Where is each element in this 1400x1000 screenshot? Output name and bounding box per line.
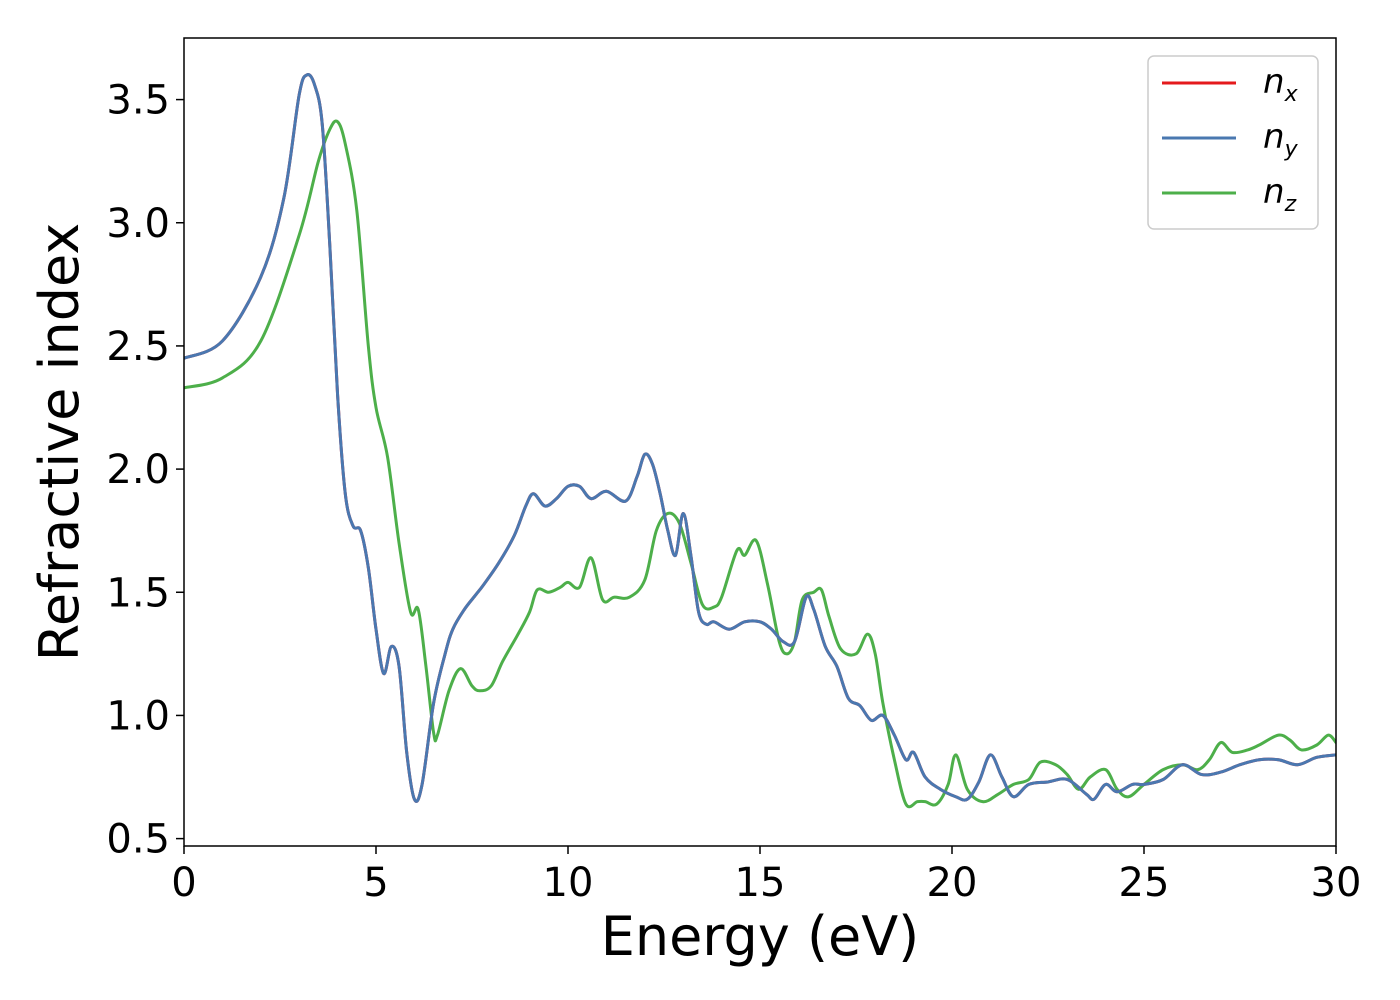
- legend-frame: [1147, 55, 1319, 230]
- legend-label-subscript: y: [1284, 137, 1299, 162]
- legend-label-nz: nz: [1263, 172, 1297, 217]
- x-tick-label: 10: [543, 860, 594, 906]
- y-tick-label: 1.0: [106, 693, 170, 739]
- x-tick-label: 20: [927, 860, 978, 906]
- y-axis-title: Refractive index: [28, 223, 91, 662]
- x-axis-title: Energy (eV): [601, 905, 920, 968]
- y-tick-label: 1.5: [106, 570, 170, 616]
- legend-label-subscript: x: [1284, 82, 1299, 107]
- x-axis: 0 5 10 15 20 25 30: [171, 846, 1361, 906]
- y-tick-label: 2.5: [106, 324, 170, 370]
- y-tick-label: 3.5: [106, 78, 170, 124]
- x-tick-label: 25: [1119, 860, 1170, 906]
- series-line-ny: [184, 73, 1336, 803]
- x-tick-label: 0: [171, 860, 196, 906]
- legend-label-base: n: [1263, 172, 1285, 212]
- y-axis: 0.5 1.0 1.5 2.0 2.5 3.0 3.5: [106, 78, 184, 863]
- y-tick-label: 0.5: [106, 817, 170, 863]
- legend-label-nx: nx: [1263, 62, 1299, 107]
- legend-label-ny: ny: [1263, 117, 1299, 162]
- x-tick-label: 30: [1311, 860, 1362, 906]
- legend-label-base: n: [1263, 117, 1285, 157]
- x-tick-label: 5: [363, 860, 388, 906]
- series-layer: [184, 73, 1336, 809]
- legend-label-subscript: z: [1284, 192, 1297, 217]
- y-tick-label: 2.0: [106, 447, 170, 493]
- x-tick-label: 15: [735, 860, 786, 906]
- legend-label-base: n: [1263, 62, 1285, 102]
- y-tick-label: 3.0: [106, 201, 170, 247]
